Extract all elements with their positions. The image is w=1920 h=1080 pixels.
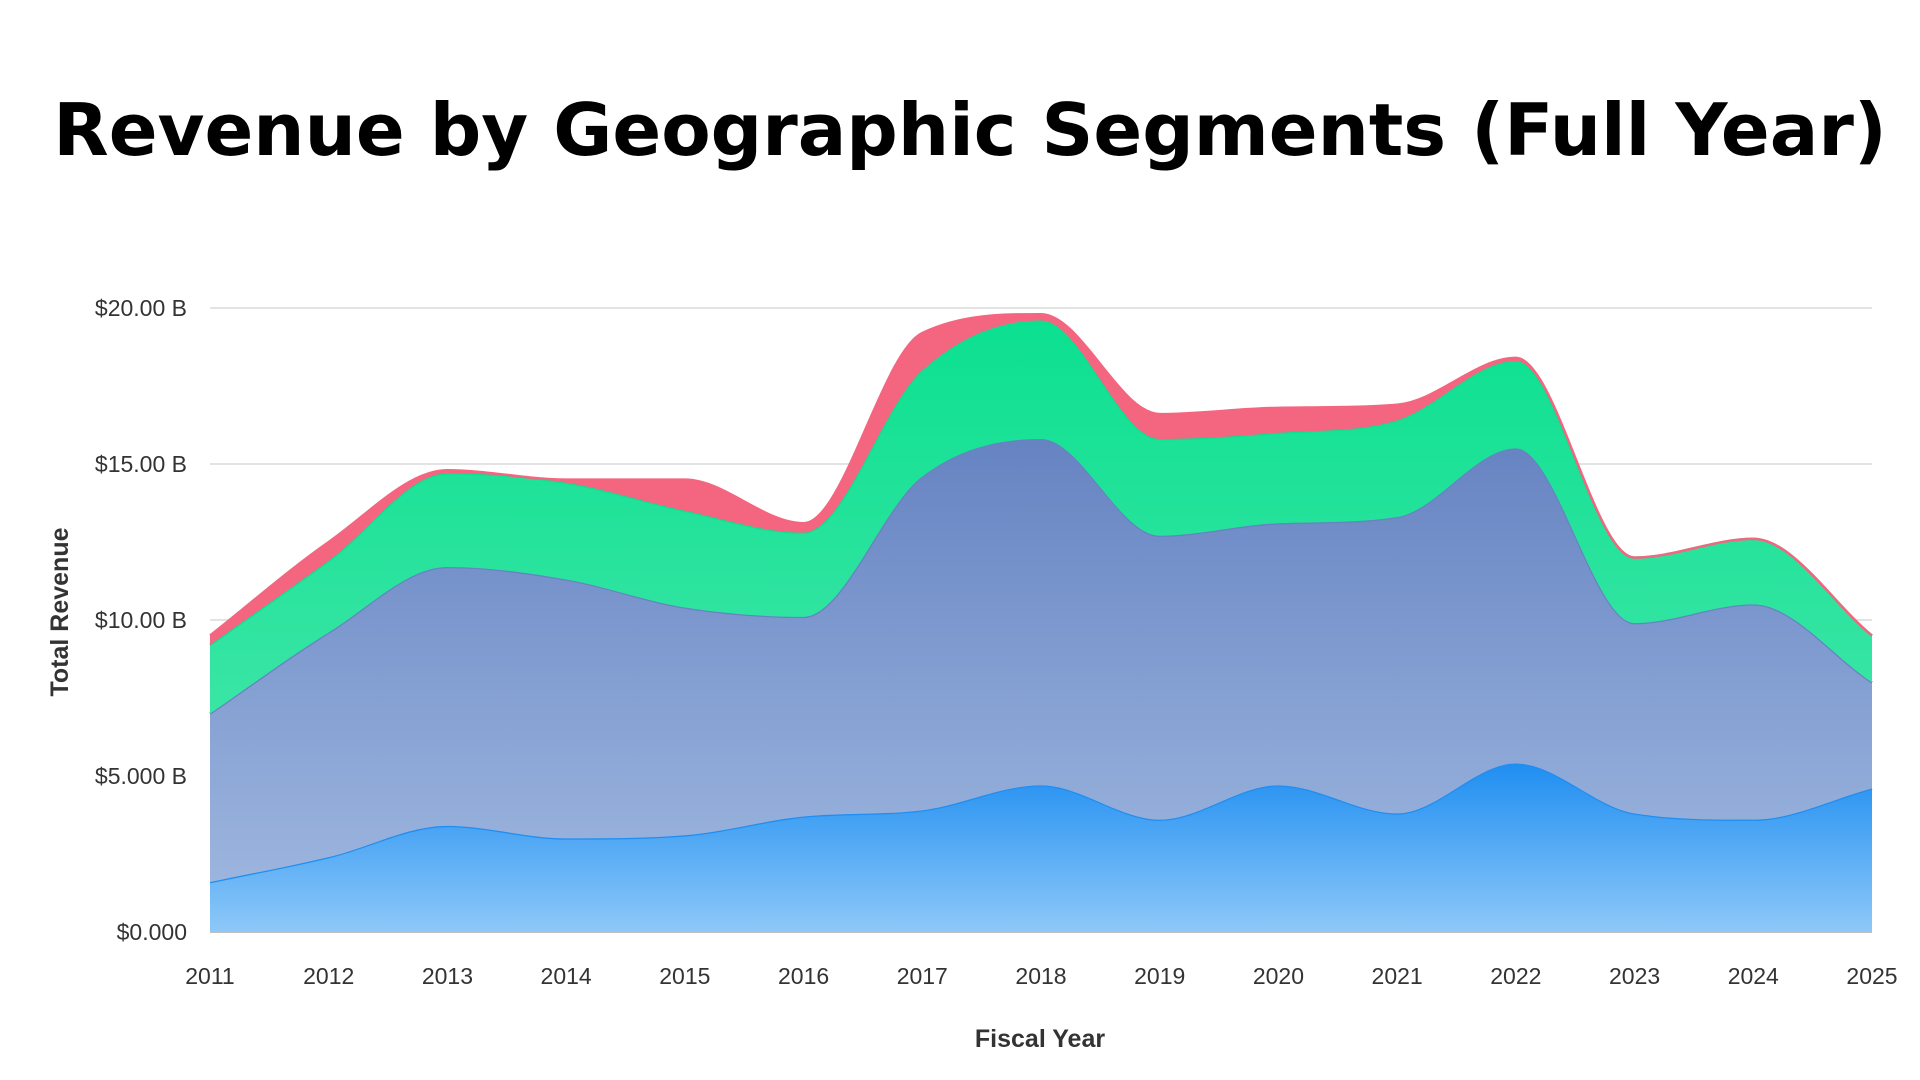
series-areas bbox=[209, 312, 1873, 932]
x-tick-label: 2012 bbox=[303, 963, 354, 989]
y-tick-label: $10.00 B bbox=[95, 607, 187, 633]
x-axis-tick-labels: 2011 2012 2013 2014 2015 2016 2017 2018 2019 2020… bbox=[185, 963, 1897, 989]
x-tick-label: 2019 bbox=[1134, 963, 1185, 989]
series-area-2 bbox=[210, 439, 1872, 883]
x-tick-label: 2015 bbox=[659, 963, 710, 989]
y-tick-label: $15.00 B bbox=[95, 451, 187, 477]
x-tick-label: 2016 bbox=[778, 963, 829, 989]
x-tick-label: 2024 bbox=[1728, 963, 1779, 989]
y-tick-label: $0.000 bbox=[117, 919, 187, 945]
y-tick-label: $20.00 B bbox=[95, 295, 187, 321]
x-tick-label: 2025 bbox=[1846, 963, 1897, 989]
x-axis-title: Fiscal Year bbox=[975, 1025, 1105, 1053]
y-axis-tick-labels: $0.000 $5.000 B $10.00 B $15.00 B $20.00 B bbox=[95, 295, 187, 945]
series-area-3 bbox=[210, 320, 1872, 714]
x-tick-label: 2014 bbox=[541, 963, 592, 989]
x-tick-label: 2021 bbox=[1372, 963, 1423, 989]
x-tick-label: 2022 bbox=[1490, 963, 1541, 989]
page-title: Revenue by Geographic Segments (Full Yea… bbox=[53, 88, 1887, 172]
y-axis-title: Total Revenue bbox=[46, 527, 74, 696]
x-tick-label: 2017 bbox=[897, 963, 948, 989]
x-tick-label: 2013 bbox=[422, 963, 473, 989]
y-tick-label: $5.000 B bbox=[95, 763, 187, 789]
x-tick-label: 2023 bbox=[1609, 963, 1660, 989]
x-tick-label: 2011 bbox=[185, 963, 234, 989]
series-line-4 bbox=[209, 312, 1873, 637]
x-tick-label: 2018 bbox=[1015, 963, 1066, 989]
x-tick-label: 2020 bbox=[1253, 963, 1304, 989]
series-area-1 bbox=[210, 763, 1872, 932]
